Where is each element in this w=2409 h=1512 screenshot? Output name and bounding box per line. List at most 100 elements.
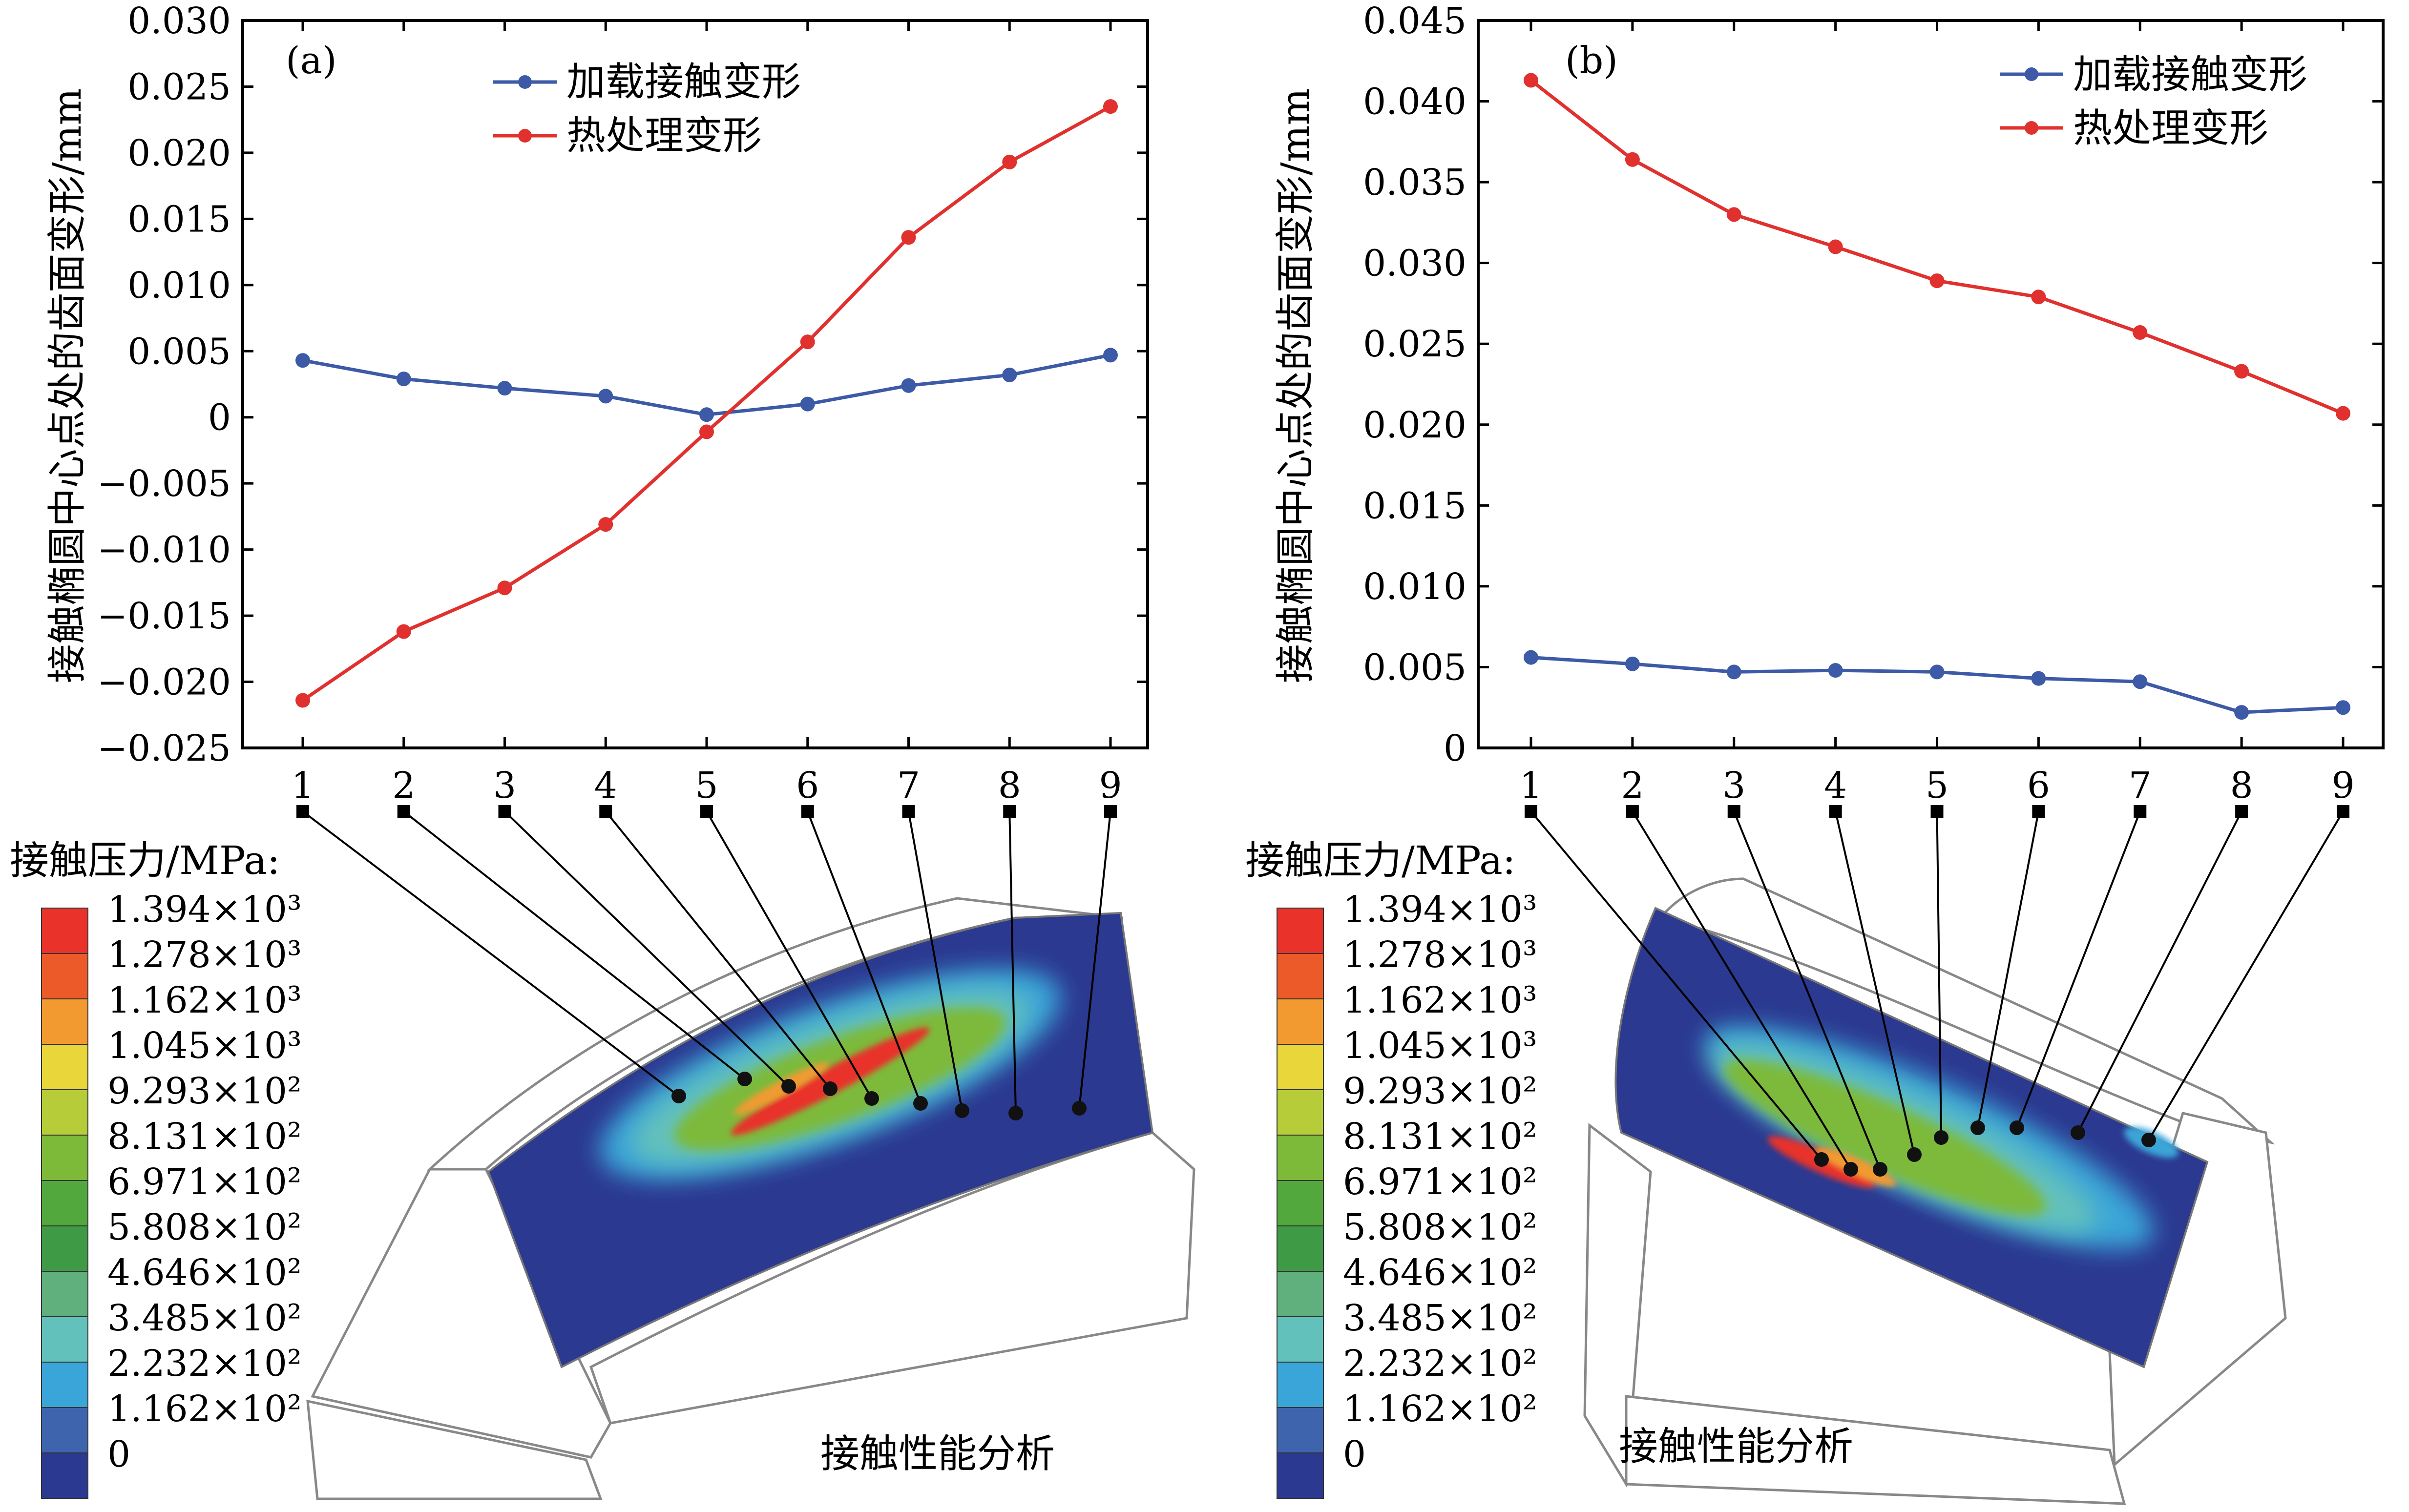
- data-point-heat: [598, 517, 613, 532]
- data-point-heat: [2336, 406, 2350, 421]
- legend: 加载接触变形 热处理变形: [493, 59, 801, 158]
- colorbar-swatch: [1277, 1316, 1324, 1363]
- data-point-heat: [1625, 152, 1640, 167]
- legend-label-heat: 热处理变形: [566, 113, 762, 158]
- colorbar-label: 1.162×10²: [107, 1388, 302, 1430]
- y-tick-label: 0.025: [1363, 323, 1466, 365]
- colorbar-label: 6.971×10²: [107, 1161, 302, 1203]
- contact-point: [864, 1091, 879, 1106]
- tooth-contact-view-b: 接触性能分析: [1583, 877, 2287, 1505]
- pressure-core: [1723, 1059, 2047, 1216]
- data-point-loaded: [1625, 656, 1640, 671]
- y-tick-label: 0.025: [127, 66, 231, 108]
- colorbar-title: 接触压力/MPa:: [10, 838, 280, 883]
- x-tick-label: 7: [897, 765, 920, 807]
- data-point-heat: [1929, 273, 1945, 289]
- leader-line: [302, 810, 680, 1097]
- leader-lines-a: [296, 805, 1117, 1120]
- leader-line: [2016, 811, 2141, 1128]
- plot-frame: [1477, 19, 2385, 749]
- contact-point: [955, 1103, 969, 1118]
- y-tick-label: 0.030: [127, 0, 231, 42]
- series-lines: [1524, 73, 2350, 720]
- colorbar-label: 8.131×10²: [107, 1116, 302, 1158]
- y-tick-label: −0.005: [97, 463, 231, 505]
- y-tick-label: 0.020: [1363, 404, 1466, 446]
- colorbar-swatch: [41, 1316, 88, 1363]
- y-tick-label: 0.005: [127, 331, 231, 373]
- tooth-base: [306, 1399, 603, 1500]
- y-tick-label: 0.020: [127, 132, 231, 174]
- data-point-heat: [2234, 364, 2249, 379]
- chart-panel-a: −0.025 −0.020 −0.015 −0.010 −0.005 0 0.005 0.01…: [44, 0, 1149, 807]
- data-point-heat: [2031, 290, 2046, 305]
- contact-point: [1907, 1147, 1922, 1162]
- legend-marker-loaded: [2025, 67, 2038, 81]
- x-tick-label: 6: [2027, 765, 2050, 807]
- colorbar-swatch: [1277, 953, 1324, 999]
- y-tick-label: 0.010: [1363, 566, 1466, 608]
- y-axis-label: 接触椭圆中心点处的齿面变形/mm: [44, 88, 90, 684]
- colorbar-label: 4.646×10²: [107, 1252, 302, 1294]
- data-point-loaded: [295, 353, 310, 368]
- y-tick-label: 0.035: [1363, 162, 1466, 204]
- leader-line: [605, 810, 831, 1090]
- legend-label-loaded: 加载接触变形: [566, 59, 801, 104]
- data-point-heat: [1726, 207, 1741, 222]
- tooth-top: [1658, 877, 2275, 1145]
- leader-line: [403, 810, 746, 1080]
- pressure-pattern: [1704, 1026, 2179, 1249]
- x-tick-label: 5: [1926, 765, 1948, 807]
- colorbar-label: 0: [107, 1433, 130, 1475]
- colorbar-swatch: [1277, 1180, 1324, 1226]
- contact-point: [1934, 1130, 1948, 1145]
- data-point-heat: [2133, 325, 2148, 340]
- y-tick-label: 0: [208, 397, 231, 439]
- contact-point: [1970, 1120, 1985, 1135]
- colorbar-label: 1.278×10³: [1343, 934, 1537, 976]
- colorbar-b: 接触压力/MPa: 1.394×10³1.278×10³1.162×10³1.04…: [1245, 838, 1537, 1499]
- legend-label-loaded: 加载接触变形: [2073, 52, 2307, 97]
- colorbar-label: 2.232×10²: [107, 1343, 302, 1385]
- contact-analysis-label: 接触性能分析: [1619, 1424, 1853, 1469]
- leader-lines-b: [1525, 805, 2349, 1177]
- colorbar-swatch: [41, 1135, 88, 1181]
- leader-line: [2148, 810, 2344, 1141]
- colorbar-label: 0: [1343, 1433, 1366, 1475]
- contact-point: [1873, 1162, 1887, 1177]
- leader-line: [806, 811, 922, 1104]
- leader-line: [1977, 811, 2040, 1128]
- colorbar-label: 4.646×10²: [1343, 1252, 1537, 1294]
- panel-label: (b): [1565, 39, 1618, 82]
- colorbar-swatch: [41, 1407, 88, 1453]
- data-point-loaded: [1002, 368, 1017, 383]
- colorbar-swatch: [41, 908, 88, 954]
- leader-line: [907, 811, 963, 1111]
- data-point-heat: [1524, 73, 1538, 88]
- plot-frame: [241, 19, 1149, 749]
- data-point-heat: [1002, 154, 1017, 169]
- y-tick-label: −0.020: [97, 662, 231, 704]
- colorbar-title: 接触压力/MPa:: [1245, 838, 1516, 883]
- x-tick-label: 9: [2331, 765, 2354, 807]
- colorbar-swatch: [1277, 1044, 1324, 1090]
- y-ticks: 0 0.005 0.010 0.015 0.020 0.025 0.030 0.035 0.04…: [1363, 0, 2383, 769]
- data-point-loaded: [2336, 700, 2350, 715]
- data-point-heat: [497, 580, 512, 596]
- colorbar-swatch: [1277, 1407, 1324, 1453]
- legend-marker-loaded: [518, 75, 532, 89]
- legend-marker-heat: [2025, 121, 2038, 135]
- contact-point: [1072, 1101, 1087, 1116]
- colorbar-label: 1.278×10³: [107, 934, 302, 976]
- chart-panel-b: 0 0.005 0.010 0.015 0.020 0.025 0.030 0.035 0.04…: [1273, 0, 2385, 807]
- legend-marker-heat: [518, 129, 532, 143]
- colorbar-label: 1.045×10³: [107, 1025, 302, 1067]
- contact-point: [2071, 1125, 2085, 1140]
- colorbar-label: 3.485×10²: [1343, 1297, 1537, 1339]
- y-tick-label: −0.015: [97, 595, 231, 637]
- leader-line: [1936, 811, 1942, 1138]
- leader-line: [1008, 811, 1017, 1114]
- leader-line: [1632, 810, 1852, 1170]
- x-tick-label: 9: [1099, 765, 1122, 807]
- data-point-loaded: [497, 381, 512, 396]
